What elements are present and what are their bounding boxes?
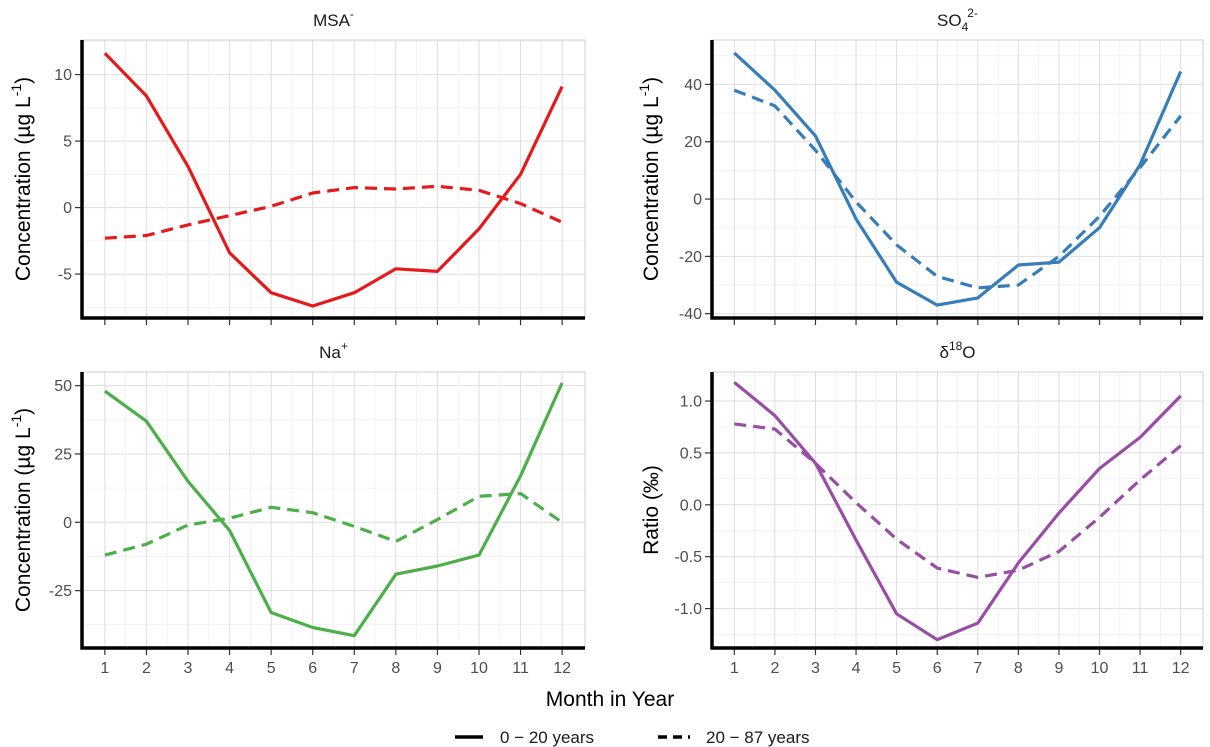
x-tick-label: 6 [308,660,317,677]
series-line-solid [103,52,564,308]
x-tick-label: 12 [553,660,571,677]
series-line-dashed [734,422,1182,580]
x-tick-label: 3 [811,660,820,677]
x-tick-label: 2 [770,660,779,677]
x-tick-label: 7 [350,660,359,677]
y-tick-label: 0 [63,200,72,217]
y-tick-label: 10 [54,67,72,84]
x-tick-label: 5 [267,660,276,677]
y-tick-label: 20 [684,134,702,151]
y-tick-label: -40 [679,306,702,323]
x-tick-label: 5 [892,660,901,677]
x-tick-label: 1 [100,660,109,677]
panel-title: SO42- [937,6,978,34]
y-tick-label: 0.0 [680,497,702,514]
grid [82,372,585,648]
panel-title: Na+ [319,339,348,362]
x-tick-label: 11 [512,660,529,677]
y-tick-label: -0.5 [674,549,702,566]
panel-d18o: -1.0-0.50.00.51.01 2 3 4 5 6 7 8 9 10 11 12δ18ORati… [640,339,1204,677]
panel-msa: -5 0 5 10 MSA- Concentration (µg L-1) [8,7,586,325]
x-tick-label: 12 [1172,660,1190,677]
y-tick-label: -20 [679,249,702,266]
y-tick-label: 0.5 [680,445,702,462]
y-tick-label: 0 [63,515,72,532]
x-tick-label: 3 [184,660,193,677]
y-axis-title: Concentration (µg L-1) [8,77,35,281]
y-tick-label: 1.0 [680,394,702,411]
x-tick-label: 8 [391,660,400,677]
y-tick-label: 0 [693,192,702,209]
y-tick-label: -25 [49,583,72,600]
x-tick-label: 9 [1054,660,1063,677]
x-tick-label: 6 [933,660,942,677]
x-tick-label: 1 [730,660,739,677]
x-axis-title: Month in Year [546,688,674,711]
x-tick-label: 7 [973,660,982,677]
y-tick-label: 25 [54,446,72,463]
grid [712,40,1203,318]
x-tick-label: 9 [433,660,442,677]
y-tick-label: 5 [63,134,72,151]
x-tick-label: 2 [142,660,151,677]
x-tick-label: 10 [470,660,488,677]
series-line-dashed [733,88,1182,290]
y-tick-label: 40 [684,77,702,94]
x-tick-label: 10 [1091,660,1109,677]
y-axis-title: Ratio (‰) [640,465,663,555]
panel-title: MSA- [313,7,354,30]
grid [712,372,1203,648]
y-tick-label: -5 [58,267,72,284]
legend: 0 − 20 years 20 − 87 years [455,728,810,747]
x-tick-label: 4 [852,660,861,677]
x-tick-label: 11 [1132,660,1149,677]
series-line-solid [103,382,564,638]
series-line-solid [733,51,1183,307]
series-line-dashed [104,184,563,240]
legend-label-dashed: 20 − 87 years [706,728,810,747]
series-line-dashed [104,492,564,557]
x-tick-label: 8 [1014,660,1023,677]
panel-title: δ18O [939,339,975,362]
grid [82,40,585,318]
y-tick-label: 50 [54,378,72,395]
y-axis-title: Concentration (µg L-1) [8,408,35,612]
y-tick-label: -1.0 [674,601,702,618]
y-axis-title: Concentration (µg L-1) [636,77,663,281]
x-tick-label: 4 [225,660,234,677]
panel-so4: -40 -20 0 20 40 SO42- Concentration (µg L-1) [636,6,1204,325]
series-line-solid [733,381,1182,642]
legend-label-solid: 0 − 20 years [500,728,594,747]
